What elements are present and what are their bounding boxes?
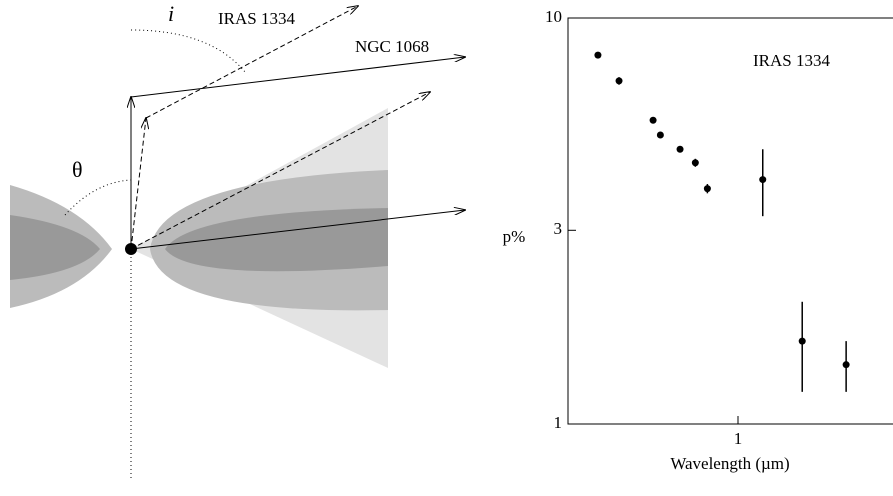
y-tick-label: 3 bbox=[554, 219, 563, 238]
plot-frame bbox=[567, 17, 893, 425]
label: IRAS 1334 bbox=[218, 9, 295, 28]
point bbox=[798, 337, 806, 345]
y-axis-label: p% bbox=[503, 227, 526, 246]
vector bbox=[130, 210, 465, 250]
right-cone-inner bbox=[165, 208, 388, 272]
diagram: i IRAS 1334 NGC 1068 θ bbox=[10, 1, 465, 480]
point bbox=[594, 51, 602, 59]
x-tick-label: 1 bbox=[734, 429, 743, 448]
label: NGC 1068 bbox=[355, 37, 429, 56]
x-axis-label: Wavelength (µm) bbox=[670, 454, 789, 473]
point bbox=[759, 176, 767, 184]
y-tick-label: 10 bbox=[545, 7, 562, 26]
point bbox=[656, 131, 664, 139]
point bbox=[649, 116, 657, 124]
y-tick-label: 1 bbox=[554, 413, 563, 432]
annotation: IRAS 1334 bbox=[753, 51, 830, 70]
angle-i-arc bbox=[130, 29, 246, 73]
point bbox=[676, 145, 684, 153]
point bbox=[691, 159, 699, 167]
vector bbox=[130, 92, 430, 250]
label: θ bbox=[72, 157, 83, 182]
nucleus bbox=[125, 243, 137, 255]
angle-theta-arc bbox=[64, 179, 132, 216]
point bbox=[842, 361, 850, 369]
point bbox=[703, 185, 711, 193]
label: i bbox=[168, 1, 174, 26]
point bbox=[615, 77, 623, 85]
vector bbox=[130, 118, 146, 250]
left-cone-inner bbox=[10, 215, 100, 280]
vector bbox=[130, 57, 465, 98]
